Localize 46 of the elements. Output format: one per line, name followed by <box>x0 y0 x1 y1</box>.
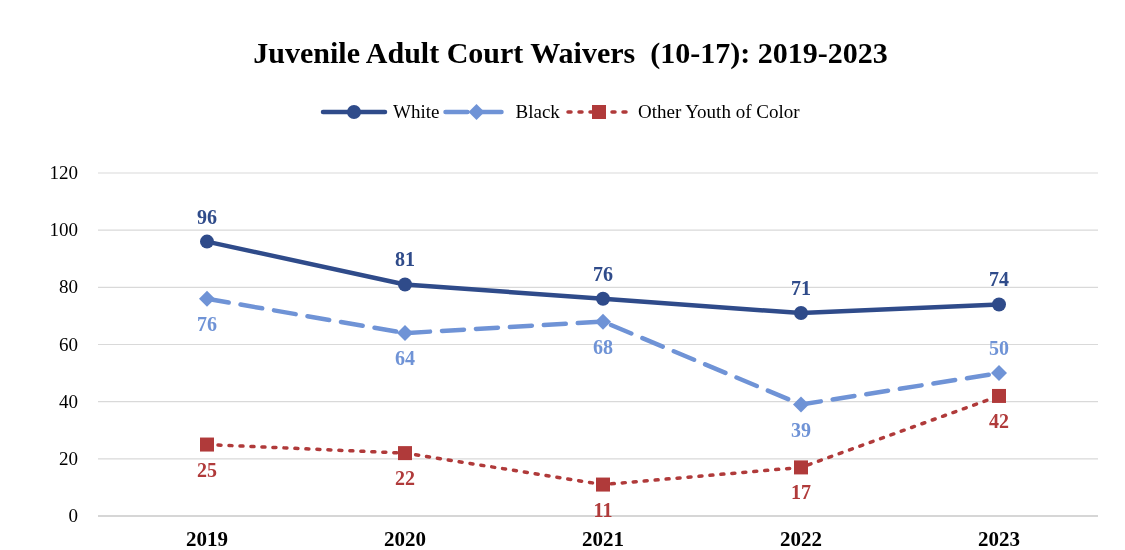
data-label: 25 <box>197 458 217 481</box>
point <box>991 365 1007 382</box>
data-label: 68 <box>593 335 613 358</box>
point <box>596 477 610 492</box>
point <box>200 437 214 452</box>
legend-label: White <box>393 101 440 122</box>
x-tick-label: 2019 <box>186 527 228 550</box>
data-label: 22 <box>395 467 415 490</box>
point <box>199 290 215 307</box>
data-label: 11 <box>593 498 613 521</box>
y-tick-label: 80 <box>59 276 78 298</box>
data-label: 81 <box>395 248 415 271</box>
point <box>200 234 214 249</box>
point <box>794 460 808 475</box>
point <box>992 388 1006 403</box>
chart-title: Juvenile Adult Court Waivers (10-17): 2019-2023 <box>253 36 888 70</box>
x-tick-label: 2022 <box>780 527 822 550</box>
data-label: 76 <box>197 312 217 335</box>
point <box>794 306 808 321</box>
point <box>398 277 412 292</box>
legend-label: Other Youth of Color <box>638 101 801 122</box>
y-tick-label: 0 <box>68 505 78 526</box>
data-label: 64 <box>395 347 415 370</box>
point <box>595 313 611 330</box>
y-tick-label: 60 <box>59 333 78 355</box>
x-tick-label: 2020 <box>384 527 426 550</box>
point <box>397 325 413 342</box>
x-tick-label: 2021 <box>582 527 624 550</box>
data-label: 71 <box>791 277 811 300</box>
data-label: 76 <box>593 262 613 285</box>
x-tick-label: 2023 <box>978 527 1020 550</box>
point <box>398 446 412 461</box>
legend-label: Black <box>515 101 561 122</box>
point <box>596 291 610 306</box>
y-tick-label: 20 <box>59 447 78 469</box>
data-label: 50 <box>989 337 1009 360</box>
y-tick-label: 100 <box>49 219 78 241</box>
data-label: 17 <box>791 481 811 504</box>
y-tick-label: 120 <box>49 162 78 183</box>
data-label: 39 <box>791 418 811 441</box>
data-label: 42 <box>989 409 1009 432</box>
y-tick-label: 40 <box>59 390 78 412</box>
data-label: 96 <box>197 205 217 228</box>
data-label: 74 <box>989 268 1009 291</box>
point <box>992 297 1006 312</box>
point <box>793 396 809 413</box>
